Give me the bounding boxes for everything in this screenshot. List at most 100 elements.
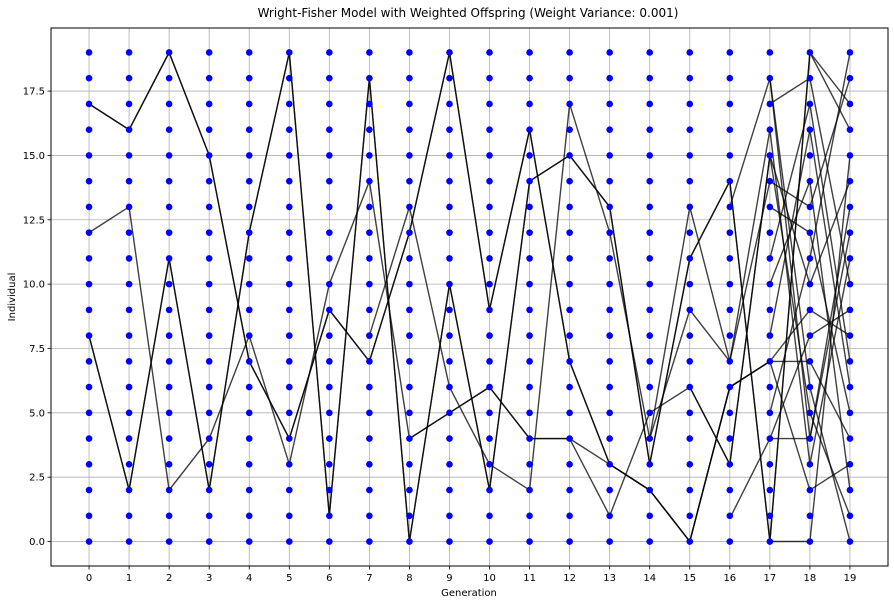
individual-point [205, 538, 213, 545]
individual-point [85, 486, 93, 494]
x-tick-label: 14 [643, 573, 656, 584]
x-tick-label: 11 [523, 573, 536, 584]
individual-point [366, 152, 373, 159]
individual-point [686, 177, 694, 185]
individual-point [125, 255, 133, 262]
individual-point [486, 383, 493, 391]
individual-point [766, 100, 774, 108]
individual-point [406, 461, 413, 468]
individual-point [766, 306, 774, 314]
x-tick-label: 15 [683, 573, 696, 584]
individual-point [766, 49, 774, 56]
individual-point [566, 126, 573, 133]
individual-point [766, 126, 774, 133]
individual-point [406, 229, 413, 236]
individual-point [806, 486, 814, 494]
individual-point [406, 255, 413, 262]
individual-point [366, 461, 373, 468]
individual-point [806, 126, 814, 133]
individual-point [366, 126, 373, 133]
individual-point [766, 332, 774, 339]
individual-point [326, 512, 333, 520]
individual-point [285, 152, 293, 159]
individual-point [326, 435, 333, 442]
individual-point [566, 486, 573, 494]
individual-point [526, 280, 533, 288]
individual-point [85, 280, 93, 288]
individual-point [806, 280, 814, 288]
individual-point [366, 435, 373, 442]
individual-point [285, 358, 293, 365]
individual-point [646, 152, 654, 159]
y-tick-label: 5.0 [29, 408, 45, 419]
individual-point [526, 435, 533, 442]
individual-point [806, 49, 814, 56]
individual-point [846, 280, 854, 288]
individual-point [686, 461, 694, 468]
individual-point [406, 306, 413, 314]
individual-point [446, 126, 453, 133]
x-tick-label: 1 [126, 573, 132, 584]
x-tick-label: 0 [86, 573, 92, 584]
individual-point [606, 152, 613, 159]
individual-point [846, 486, 854, 494]
x-tick-label: 7 [366, 573, 372, 584]
individual-point [526, 538, 533, 545]
x-tick-label: 17 [763, 573, 776, 584]
lineage-line [88, 50, 851, 544]
individual-point [606, 100, 613, 108]
individual-point [205, 512, 213, 520]
individual-point [486, 126, 493, 133]
individual-point [446, 255, 453, 262]
x-tick-label: 9 [446, 573, 452, 584]
individual-point [606, 306, 613, 314]
individual-point [726, 306, 734, 314]
individual-point [726, 409, 734, 417]
individual-point [165, 486, 173, 494]
individual-point [125, 74, 133, 82]
individual-point [406, 538, 413, 545]
individual-point [606, 486, 613, 494]
individual-point [566, 280, 573, 288]
individual-point [245, 435, 253, 442]
individual-point [846, 255, 854, 262]
individual-point [125, 486, 133, 494]
individual-point [406, 203, 413, 211]
individual-point [245, 486, 253, 494]
individual-point [486, 332, 493, 339]
individual-point [205, 409, 213, 417]
individual-point [366, 538, 373, 545]
individual-point [366, 49, 373, 56]
individual-point [406, 383, 413, 391]
individual-point [846, 306, 854, 314]
individual-point [165, 461, 173, 468]
individual-point [646, 203, 654, 211]
individual-point [846, 435, 854, 442]
individual-point [686, 358, 694, 365]
individual-point [446, 280, 453, 288]
individual-point [806, 383, 814, 391]
plot-frame [50, 27, 889, 567]
individual-point [245, 177, 253, 185]
individual-point [606, 332, 613, 339]
individual-point [245, 512, 253, 520]
individual-point [85, 538, 93, 545]
individual-point [245, 332, 253, 339]
individual-point [766, 74, 774, 82]
individual-point [366, 74, 373, 82]
individual-point [125, 332, 133, 339]
x-tick-label: 16 [723, 573, 736, 584]
individual-point [326, 358, 333, 365]
individual-point [285, 126, 293, 133]
individual-point [85, 461, 93, 468]
individual-point [446, 383, 453, 391]
individual-point [566, 177, 573, 185]
individual-point [646, 332, 654, 339]
individual-point [245, 461, 253, 468]
individual-point [125, 383, 133, 391]
individual-point [245, 152, 253, 159]
individual-point [566, 409, 573, 417]
individual-point [566, 255, 573, 262]
individual-point [285, 383, 293, 391]
individual-point [526, 358, 533, 365]
